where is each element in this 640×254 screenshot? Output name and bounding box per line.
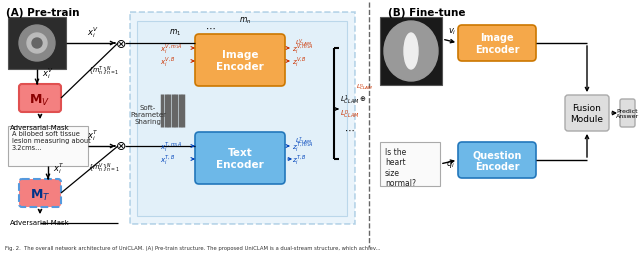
- Text: Question
Encoder: Question Encoder: [472, 150, 522, 171]
- Text: $m_1$: $m_1$: [169, 28, 181, 38]
- Text: $x_i^V$: $x_i^V$: [87, 25, 99, 40]
- Text: $\otimes$: $\otimes$: [115, 37, 127, 50]
- FancyBboxPatch shape: [620, 100, 635, 128]
- Text: $L^1_{CLAM}\oplus$: $L^1_{CLAM}\oplus$: [340, 93, 367, 106]
- Text: $x_i^T$: $x_i^T$: [87, 128, 99, 142]
- Text: $x_i^{V,m_1A}$: $x_i^{V,m_1A}$: [160, 42, 182, 56]
- FancyBboxPatch shape: [565, 96, 609, 132]
- Text: $x_i^{T,m_1A}$: $x_i^{T,m_1A}$: [160, 140, 182, 153]
- FancyBboxPatch shape: [19, 179, 61, 207]
- Text: Image
Encoder: Image Encoder: [216, 50, 264, 72]
- Ellipse shape: [384, 22, 438, 82]
- Text: $L^V_{CLAM}$: $L^V_{CLAM}$: [295, 37, 313, 48]
- Text: $x_i^{V,B}$: $x_i^{V,B}$: [160, 55, 175, 69]
- Text: Adversarial-Mask: Adversarial-Mask: [10, 124, 70, 131]
- Text: $\mathbf{M}_V$: $\mathbf{M}_V$: [29, 92, 51, 107]
- FancyBboxPatch shape: [8, 126, 88, 166]
- Text: Predict
Answer: Predict Answer: [616, 108, 639, 119]
- FancyBboxPatch shape: [19, 85, 61, 113]
- FancyBboxPatch shape: [8, 18, 66, 70]
- FancyBboxPatch shape: [195, 35, 285, 87]
- Text: $z_i^{T,m_1A}$: $z_i^{T,m_1A}$: [292, 140, 314, 153]
- Text: $\cdots$: $\cdots$: [344, 124, 355, 134]
- Text: (B) Fine-tune: (B) Fine-tune: [388, 8, 465, 18]
- FancyBboxPatch shape: [380, 18, 442, 86]
- Text: $\{m_n^T\}_{n=1}^N$: $\{m_n^T\}_{n=1}^N$: [88, 64, 120, 77]
- Text: $L^n_{CLAM}$: $L^n_{CLAM}$: [340, 108, 360, 121]
- Circle shape: [19, 26, 55, 62]
- Text: $z_i^{T,B}$: $z_i^{T,B}$: [292, 153, 307, 166]
- Text: Adversarial-Mask: Adversarial-Mask: [10, 219, 70, 225]
- Text: $\mathbf{M}_T$: $\mathbf{M}_T$: [29, 187, 51, 202]
- Text: $x_i^T$: $x_i^T$: [53, 161, 65, 175]
- Text: Text
Encoder: Text Encoder: [216, 148, 264, 169]
- Text: $x_i^V$: $x_i^V$: [42, 66, 54, 81]
- Text: $v_i$: $v_i$: [448, 27, 456, 37]
- Text: (A) Pre-train: (A) Pre-train: [6, 8, 79, 18]
- Text: $\otimes$: $\otimes$: [115, 140, 127, 153]
- Text: Soft-
Parameter
Sharing: Soft- Parameter Sharing: [130, 105, 166, 124]
- FancyBboxPatch shape: [130, 13, 355, 224]
- Text: Image
Encoder: Image Encoder: [475, 33, 519, 55]
- Ellipse shape: [404, 34, 418, 70]
- FancyBboxPatch shape: [380, 142, 440, 186]
- Circle shape: [32, 39, 42, 49]
- Text: $L^n_{CLAM}$: $L^n_{CLAM}$: [356, 82, 374, 91]
- Text: $\cdots$: $\cdots$: [205, 23, 215, 33]
- Text: $x_i^{T,B}$: $x_i^{T,B}$: [160, 153, 175, 166]
- Text: $q_i$: $q_i$: [446, 159, 455, 170]
- FancyBboxPatch shape: [195, 133, 285, 184]
- FancyBboxPatch shape: [458, 26, 536, 62]
- Text: $m_n$: $m_n$: [239, 15, 252, 25]
- Text: A bilobed soft tissue
lesion measuring about
3.2cms...: A bilobed soft tissue lesion measuring a…: [12, 131, 91, 150]
- Text: $\{m_n^V\}_{n=1}^N$: $\{m_n^V\}_{n=1}^N$: [88, 161, 120, 174]
- FancyBboxPatch shape: [458, 142, 536, 178]
- Text: Fusion
Module: Fusion Module: [570, 104, 604, 123]
- Circle shape: [27, 34, 47, 54]
- Text: $z_i^{V,m_1A}$: $z_i^{V,m_1A}$: [292, 42, 314, 56]
- Text: $L^T_{CLAM}$: $L^T_{CLAM}$: [295, 135, 313, 146]
- FancyBboxPatch shape: [137, 22, 347, 216]
- Text: $z_i^{V,B}$: $z_i^{V,B}$: [292, 55, 307, 69]
- Text: Is the
heart
size
normal?: Is the heart size normal?: [385, 147, 416, 187]
- Text: Fig. 2.  The overall network architecture of UniCLAM. (A) Pre-train structure. T: Fig. 2. The overall network architecture…: [5, 245, 381, 250]
